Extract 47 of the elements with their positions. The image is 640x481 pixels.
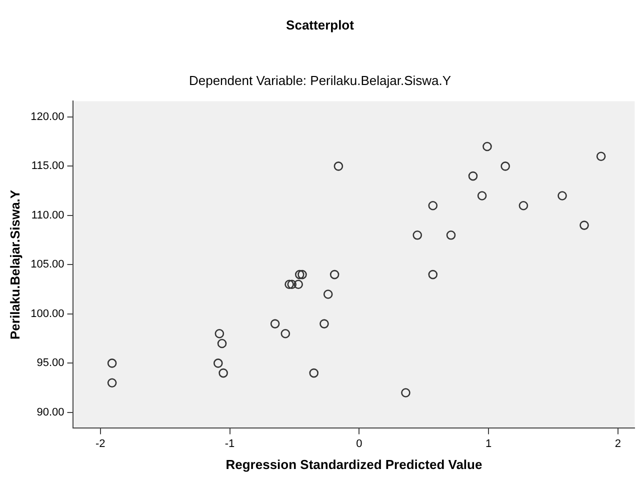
point — [298, 270, 307, 280]
point — [446, 230, 456, 240]
point — [500, 162, 510, 171]
point — [334, 162, 344, 171]
x-tick-label: 0 — [356, 438, 362, 450]
point — [287, 280, 297, 290]
y-tick-label: 95.00 — [36, 357, 64, 370]
point — [401, 388, 410, 398]
point — [412, 230, 422, 240]
point — [107, 378, 117, 388]
x-tick-label: 1 — [485, 438, 492, 450]
y-tick-label: 115.00 — [31, 160, 64, 172]
point — [468, 171, 478, 181]
x-tick-label: -2 — [96, 438, 106, 450]
point — [214, 328, 224, 338]
y-tick-label: 100.00 — [30, 308, 64, 320]
x-tick-label: -1 — [224, 438, 235, 450]
point — [482, 142, 492, 152]
point — [270, 319, 280, 328]
point — [284, 280, 294, 290]
point — [107, 358, 117, 368]
point — [580, 220, 589, 230]
point — [477, 191, 487, 200]
y-tick-label: 90.00 — [36, 406, 64, 418]
y-tick-label: 120.00 — [30, 110, 64, 123]
point — [323, 290, 333, 299]
point — [217, 338, 227, 348]
point — [518, 200, 528, 210]
chart-subtitle: Dependent Variable: Perilaku.Belajar.Siswa.Y — [188, 72, 452, 88]
point — [294, 270, 304, 280]
point — [428, 270, 438, 280]
point — [294, 280, 303, 290]
y-tick-label: 110.00 — [31, 209, 64, 222]
point — [320, 319, 329, 328]
point — [596, 152, 606, 162]
point — [558, 191, 567, 200]
x-axis-title: Regression Standardized Predicted Value — [226, 456, 482, 472]
point — [309, 368, 319, 378]
y-tick-label: 105.00 — [30, 258, 64, 271]
point — [280, 328, 290, 338]
point — [213, 358, 223, 368]
y-axis-title: Perilaku.Belajar.Siswa.Y — [7, 190, 22, 340]
point — [428, 200, 438, 210]
chart-title: Scatterplot — [286, 17, 355, 32]
point — [330, 270, 340, 280]
point — [218, 368, 228, 378]
x-tick-label: 2 — [614, 438, 621, 450]
